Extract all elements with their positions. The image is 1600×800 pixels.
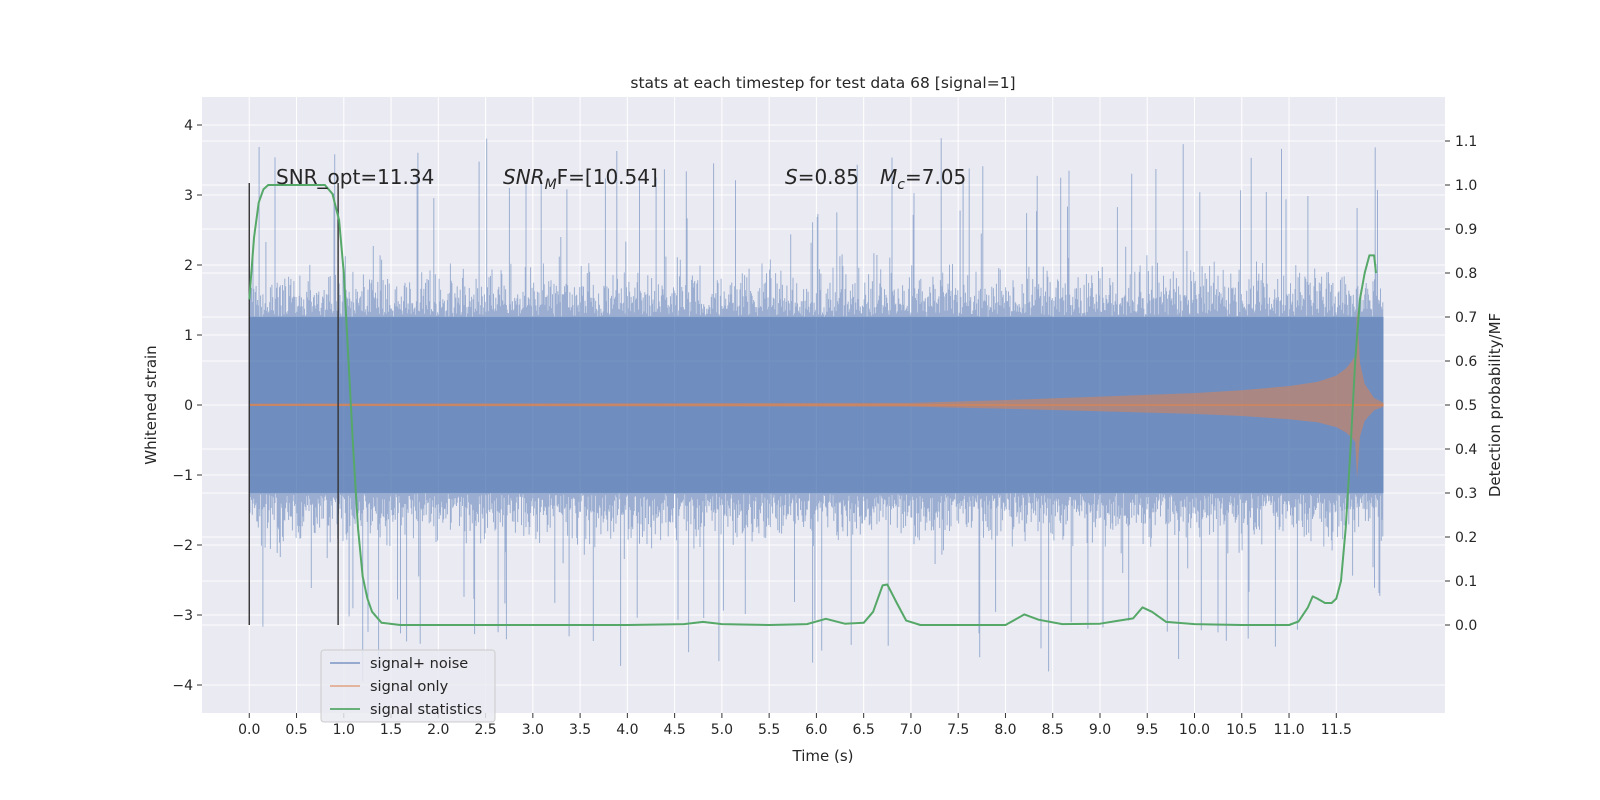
x-tick-label: 2.0	[427, 722, 449, 738]
legend-label-0: signal+ noise	[370, 656, 468, 672]
y-axis-label: Whitened strain	[142, 345, 160, 464]
mc-sub: c	[897, 177, 905, 193]
x-tick-label: 10.0	[1179, 722, 1210, 738]
legend-label-2: signal statistics	[370, 702, 482, 718]
x-tick-label: 3.5	[569, 722, 591, 738]
x-tick-label: 10.5	[1226, 722, 1257, 738]
x-tick-label: 11.5	[1321, 722, 1352, 738]
y-right-tick-label: 0.2	[1455, 530, 1477, 546]
y-tick-label: 2	[184, 258, 193, 274]
s-val: =0.85	[798, 165, 859, 189]
x-tick-label: 8.0	[994, 722, 1016, 738]
x-tick-label: 7.0	[900, 722, 922, 738]
y-tick-label: 3	[184, 188, 193, 204]
x-tick-label: 7.5	[947, 722, 969, 738]
x-tick-label: 5.0	[711, 722, 733, 738]
y-right-tick-label: 0.3	[1455, 486, 1477, 502]
y-tick-label: −2	[172, 538, 193, 554]
ticks: 0.0 0.5 1.0 1.5 2.0 2.5 3.0 3.5 4.0 4.5 5.0 5.5 6.0 6…	[172, 118, 1477, 738]
y-right-tick-label: 0.9	[1455, 222, 1477, 238]
chart-title: stats at each timestep for test data 68 …	[630, 74, 1015, 92]
y-tick-label: 4	[184, 118, 193, 134]
y-right-tick-label: 1.1	[1455, 134, 1477, 150]
annotations: SNR_opt=11.34 SNRMF=[10.54] S=0.85 Mc=7.…	[276, 165, 966, 193]
series-layer	[248, 138, 1384, 682]
x-tick-label: 4.0	[616, 722, 638, 738]
x-tick-label: 11.0	[1273, 722, 1304, 738]
snr-mf-main: SNR	[503, 165, 545, 189]
snr-mf-sub: M	[545, 177, 557, 193]
y-right-tick-label: 0.5	[1455, 398, 1477, 414]
legend: signal+ noise signal only signal statist…	[320, 649, 496, 723]
x-tick-label: 9.5	[1136, 722, 1158, 738]
x-tick-label: 6.0	[805, 722, 827, 738]
x-tick-label: 8.5	[1042, 722, 1064, 738]
annotation-snr-mf: SNRMF=[10.54]	[503, 165, 658, 193]
y-right-tick-label: 0.6	[1455, 354, 1477, 370]
y-right-tick-label: 1.0	[1455, 178, 1477, 194]
s-var: S	[785, 165, 798, 189]
y-right-tick-label: 0.4	[1455, 442, 1477, 458]
mc-var: M	[880, 165, 897, 189]
x-tick-label: 1.5	[380, 722, 402, 738]
x-tick-label: 0.0	[238, 722, 260, 738]
signal-statistics-line	[248, 184, 1377, 626]
x-tick-label: 3.0	[522, 722, 544, 738]
y-tick-label: −3	[172, 608, 193, 624]
y-tick-label: −1	[172, 468, 193, 484]
y-right-tick-label: 0.1	[1455, 574, 1477, 590]
y-right-tick-label: 0.7	[1455, 310, 1477, 326]
annotation-mc: Mc=7.05	[880, 165, 966, 193]
x-tick-label: 2.5	[474, 722, 496, 738]
mc-val: =7.05	[905, 165, 966, 189]
x-tick-label: 9.0	[1089, 722, 1111, 738]
annotation-s: S=0.85	[785, 165, 859, 189]
x-tick-label: 0.5	[285, 722, 307, 738]
y-right-tick-label: 0.0	[1455, 618, 1477, 634]
y-tick-label: −4	[172, 678, 193, 694]
x-tick-label: 6.5	[853, 722, 875, 738]
annotation-snr-opt: SNR_opt=11.34	[276, 165, 434, 189]
snr-mf-rest: F=[10.54]	[557, 165, 658, 189]
y-tick-label: 0	[184, 398, 193, 414]
x-tick-label: 5.5	[758, 722, 780, 738]
x-tick-label: 1.0	[333, 722, 355, 738]
legend-label-1: signal only	[370, 679, 449, 695]
y-tick-label: 1	[184, 328, 193, 344]
x-axis-label: Time (s)	[792, 747, 854, 765]
y-axis-right-label: Detection probability/MF	[1486, 313, 1504, 497]
y-right-tick-label: 0.8	[1455, 266, 1477, 282]
x-tick-label: 4.5	[663, 722, 685, 738]
legend-box	[320, 649, 496, 723]
